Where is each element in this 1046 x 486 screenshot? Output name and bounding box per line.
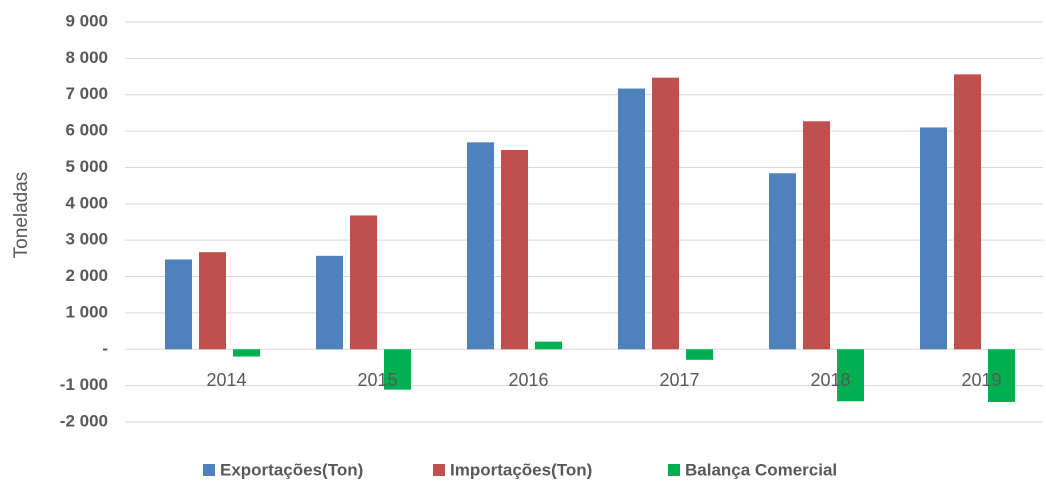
y-tick-label: 9 000 [65, 11, 108, 30]
bar [618, 88, 645, 350]
bar [988, 349, 1015, 402]
x-tick-label: 2018 [810, 370, 850, 390]
bar [384, 349, 411, 390]
bar [954, 74, 981, 350]
legend-swatch [668, 464, 680, 476]
bar [652, 77, 679, 350]
bar [467, 142, 494, 350]
legend-label: Balança Comercial [685, 460, 837, 479]
bar [165, 259, 192, 350]
bar [769, 173, 796, 350]
bar [686, 349, 713, 360]
y-tick-label: 3 000 [65, 230, 108, 249]
bar [199, 252, 226, 350]
bar [350, 215, 377, 350]
legend-label: Importações(Ton) [450, 460, 592, 479]
y-tick-label: 6 000 [65, 121, 108, 140]
bar [233, 349, 260, 357]
legend-swatch [203, 464, 215, 476]
bar [501, 150, 528, 350]
y-tick-label: 5 000 [65, 157, 108, 176]
y-tick-label: 4 000 [65, 193, 108, 212]
x-tick-label: 2019 [961, 370, 1001, 390]
bar [920, 127, 947, 350]
bar [316, 255, 343, 350]
x-tick-label: 2015 [357, 370, 397, 390]
legend-swatch [433, 464, 445, 476]
y-tick-label: - [102, 339, 108, 358]
y-tick-label: -1 000 [60, 375, 108, 394]
legend-label: Exportações(Ton) [220, 460, 363, 479]
x-tick-label: 2014 [206, 370, 246, 390]
y-tick-label: 7 000 [65, 84, 108, 103]
x-tick-label: 2016 [508, 370, 548, 390]
y-tick-label: -2 000 [60, 411, 108, 430]
bar [803, 121, 830, 350]
y-tick-label: 1 000 [65, 302, 108, 321]
y-axis-label: Toneladas [11, 172, 32, 259]
x-tick-label: 2017 [659, 370, 699, 390]
bar [837, 349, 864, 402]
y-tick-label: 8 000 [65, 48, 108, 67]
bar [535, 341, 562, 350]
y-tick-label: 2 000 [65, 266, 108, 285]
